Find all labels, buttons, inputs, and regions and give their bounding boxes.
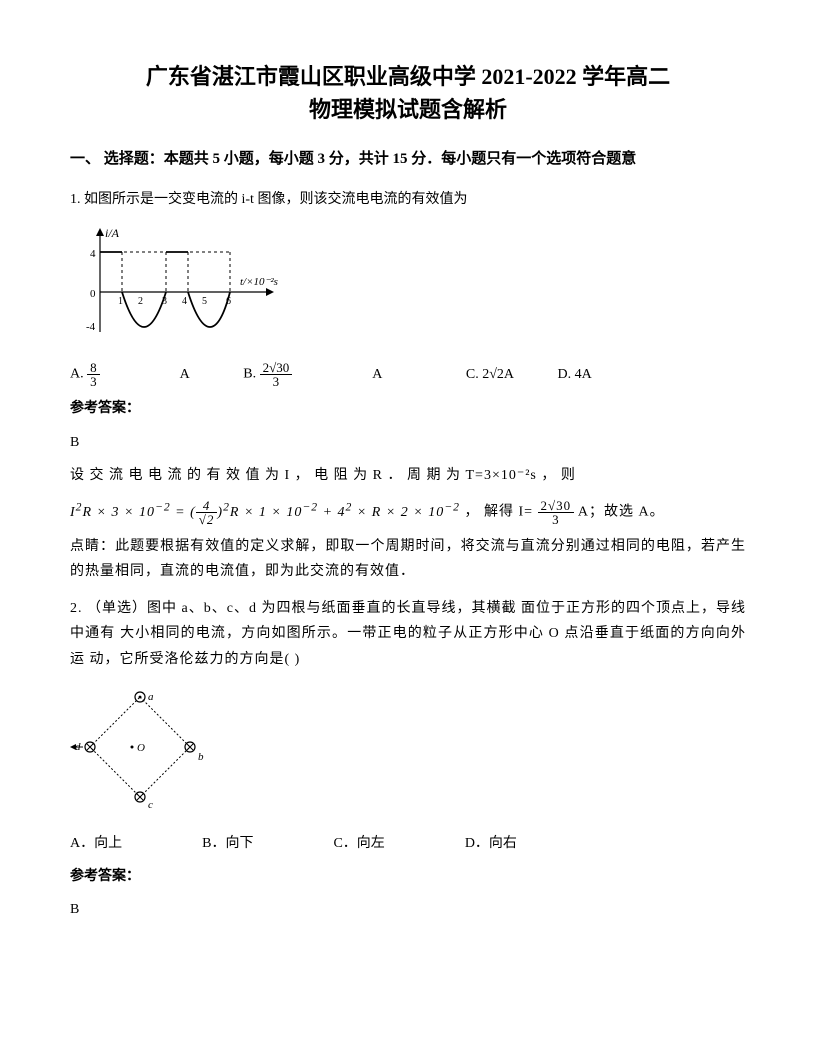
q1-answer: B — [70, 430, 746, 455]
q1-option-b: B. 2√303 A — [243, 361, 422, 388]
svg-text:t/×10⁻²s: t/×10⁻²s — [240, 276, 278, 288]
section-heading: 一、 选择题：本题共 5 小题，每小题 3 分，共计 15 分．每小题只有一个选… — [70, 146, 746, 173]
q2-option-a: A．向上 — [70, 831, 122, 856]
q2-diagram: a b c d O — [70, 682, 746, 821]
q1-option-a: A. 83A — [70, 361, 230, 388]
svg-text:b: b — [198, 751, 204, 763]
q1-stem: 1. 如图所示是一交变电流的 i-t 图像，则该交流电电流的有效值为 — [70, 187, 746, 212]
question-1: 1. 如图所示是一交变电流的 i-t 图像，则该交流电电流的有效值为 i/A t… — [70, 187, 746, 584]
q1-explain-1: 设 交 流 电 电 流 的 有 效 值 为 I ， 电 阻 为 R ． 周 期 … — [70, 463, 746, 488]
svg-text:-4: -4 — [86, 321, 96, 333]
q2-option-d: D．向右 — [465, 831, 517, 856]
q1-formula-line: I2R × 3 × 10−2 = (4√2)2R × 1 × 10−2 + 42… — [70, 496, 746, 526]
q1-answer-label: 参考答案： — [70, 396, 746, 421]
svg-text:5: 5 — [202, 296, 207, 307]
svg-text:c: c — [148, 799, 153, 811]
svg-text:i/A: i/A — [105, 226, 120, 240]
q2-answer: B — [70, 897, 746, 922]
q2-options: A．向上 B．向下 C．向左 D．向右 — [70, 831, 746, 856]
q2-stem: 2. （单选）图中 a、b、c、d 为四根与纸面垂直的长直导线，其横截 面位于正… — [70, 596, 746, 672]
q1-chart: i/A t/×10⁻²s 4 0 -4 1 2 3 4 5 6 — [70, 222, 746, 351]
question-2: 2. （单选）图中 a、b、c、d 为四根与纸面垂直的长直导线，其横截 面位于正… — [70, 596, 746, 922]
q1-option-c: C. 2√2A — [466, 362, 514, 387]
svg-text:1: 1 — [118, 296, 123, 307]
svg-text:O: O — [137, 742, 145, 754]
q2-option-c: C．向左 — [333, 831, 384, 856]
q1-option-d: D. 4A — [558, 362, 592, 387]
svg-text:0: 0 — [90, 288, 96, 300]
page-title: 广东省湛江市霞山区职业高级中学 2021-2022 学年高二 物理模拟试题含解析 — [70, 60, 746, 126]
q2-answer-label: 参考答案： — [70, 864, 746, 889]
svg-text:4: 4 — [182, 296, 187, 307]
svg-text:a: a — [148, 691, 154, 703]
svg-text:2: 2 — [138, 296, 143, 307]
q1-options: A. 83A B. 2√303 A C. 2√2A D. 4A — [70, 361, 746, 388]
title-line-1: 广东省湛江市霞山区职业高级中学 2021-2022 学年高二 — [146, 64, 670, 89]
svg-text:4: 4 — [90, 248, 96, 260]
q1-explain-2: 点睛：此题要根据有效值的定义求解，即取一个周期时间，将交流与直流分别通过相同的电… — [70, 534, 746, 584]
title-line-2: 物理模拟试题含解析 — [309, 97, 507, 122]
q2-option-b: B．向下 — [202, 831, 253, 856]
q1-formula: I2R × 3 × 10−2 = (4√2)2R × 1 × 10−2 + 42… — [70, 505, 464, 520]
